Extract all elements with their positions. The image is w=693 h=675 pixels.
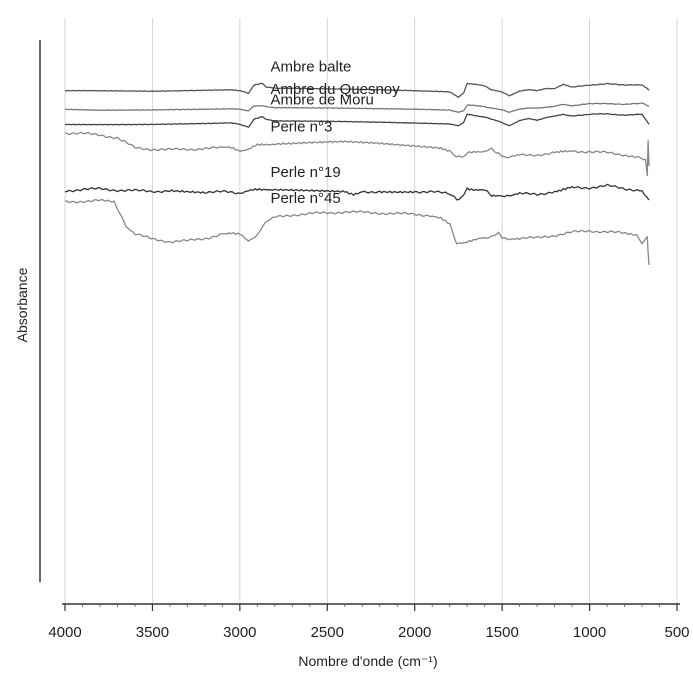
x-axis-title: Nombre d'onde (cm⁻¹) <box>298 653 437 669</box>
series-label-2: Ambre du Quesnoy <box>270 81 400 98</box>
spectrum-line-5 <box>64 183 650 201</box>
spectrum-line-3 <box>64 112 650 128</box>
x-tick-label-500: 500 <box>664 624 689 641</box>
spectrum-line-2 <box>64 102 650 113</box>
x-tick-label-2500: 2500 <box>311 624 344 641</box>
series-label-6: Perle n°45 <box>270 190 340 207</box>
spectra <box>64 82 650 266</box>
x-tick-label-3000: 3000 <box>223 624 256 641</box>
series-label-1: Ambre balte <box>270 58 351 75</box>
spectrum-line-6 <box>64 198 650 266</box>
spectrum-line-1 <box>64 82 650 98</box>
x-tick-label-2000: 2000 <box>398 624 431 641</box>
x-tick-label-4000: 4000 <box>48 624 81 641</box>
series-label-4: Perle n°3 <box>270 119 332 136</box>
vertical-gridlines <box>64 18 678 604</box>
series-label-3: Ambre de Moru <box>270 91 373 108</box>
x-tick-label-3500: 3500 <box>136 624 169 641</box>
x-tick-label-1500: 1500 <box>485 624 518 641</box>
spectrum-line-4 <box>64 131 650 177</box>
x-tick-label-1000: 1000 <box>573 624 606 641</box>
x-axis-ticks: 4000 3500 3000 2500 2000 1500 1000 500 <box>48 604 690 641</box>
series-label-5: Perle n°19 <box>270 164 340 181</box>
y-axis-title: Absorbance <box>14 267 30 342</box>
